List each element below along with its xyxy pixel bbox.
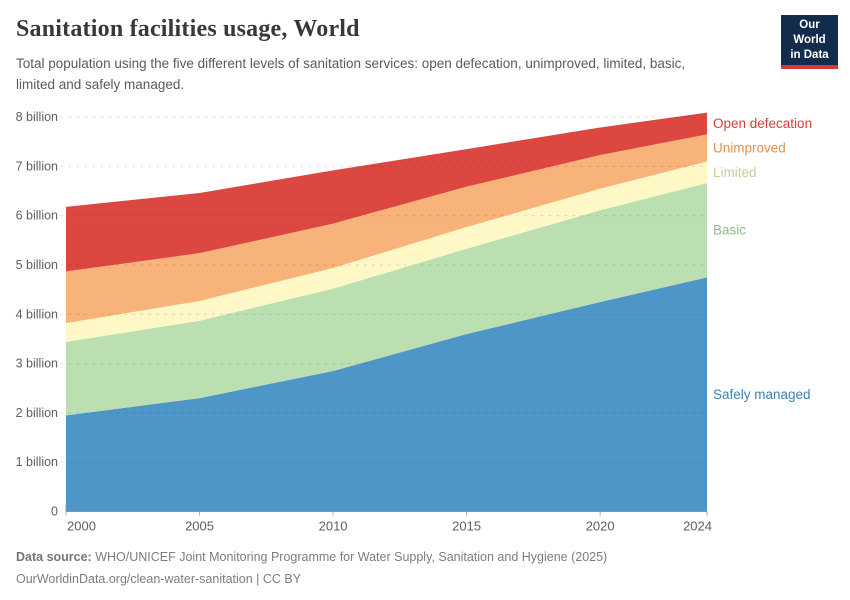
area-basic[interactable] — [66, 183, 707, 416]
data-source-line: Data source: WHO/UNICEF Joint Monitoring… — [16, 547, 836, 569]
legend-label-open-defecation[interactable]: Open defecation — [713, 116, 812, 131]
area-safely-managed[interactable] — [66, 277, 707, 512]
y-tick-label-7-billion: 7 billion — [16, 159, 58, 173]
legend-label-basic[interactable]: Basic — [713, 223, 746, 238]
y-tick-label-4-billion: 4 billion — [16, 307, 58, 321]
y-tick-label-3-billion: 3 billion — [16, 357, 58, 371]
owid-logo[interactable]: Our World in Data — [781, 15, 838, 69]
y-tick-label-8-billion: 8 billion — [16, 110, 58, 124]
legend-label-safely-managed[interactable]: Safely managed — [713, 387, 811, 402]
x-tick-label-2015: 2015 — [452, 519, 481, 534]
x-tick-label-2000: 2000 — [67, 519, 96, 534]
area-open-defecation[interactable] — [66, 112, 707, 272]
y-tick-label-2-billion: 2 billion — [16, 406, 58, 420]
legend-label-limited[interactable]: Limited — [713, 165, 757, 180]
page-title: Sanitation facilities usage, World — [16, 16, 360, 42]
x-tick-label-2005: 2005 — [185, 519, 214, 534]
chart-footer: Data source: WHO/UNICEF Joint Monitoring… — [16, 547, 836, 591]
source-link[interactable]: OurWorldinData.org/clean-water-sanitatio… — [16, 571, 253, 586]
y-tick-label-1-billion: 1 billion — [16, 455, 58, 469]
area-unimproved[interactable] — [66, 134, 707, 324]
x-tick-label-2024: 2024 — [683, 519, 712, 534]
license-text: | CC BY — [252, 571, 302, 586]
x-tick-label-2020: 2020 — [586, 519, 615, 534]
owid-logo-line1: Our World — [793, 19, 826, 46]
stacked-area-chart[interactable]: 0 1 billion 2 billion 3 billion 4 billion 5 b… — [0, 100, 850, 540]
y-tick-label-6-billion: 6 billion — [16, 209, 58, 223]
x-tick-label-2010: 2010 — [319, 519, 348, 534]
chart-subtitle: Total population using the five differen… — [16, 56, 686, 92]
owid-logo-line2: in Data — [790, 48, 829, 61]
attribution-line: OurWorldinData.org/clean-water-sanitatio… — [16, 569, 836, 591]
y-tick-label-5-billion: 5 billion — [16, 258, 58, 272]
area-limited[interactable] — [66, 161, 707, 342]
data-source-label: Data source: — [16, 550, 92, 564]
y-tick-label-0: 0 — [51, 505, 58, 519]
legend-label-unimproved[interactable]: Unimproved — [713, 140, 786, 155]
data-source-text: WHO/UNICEF Joint Monitoring Programme fo… — [91, 550, 608, 564]
